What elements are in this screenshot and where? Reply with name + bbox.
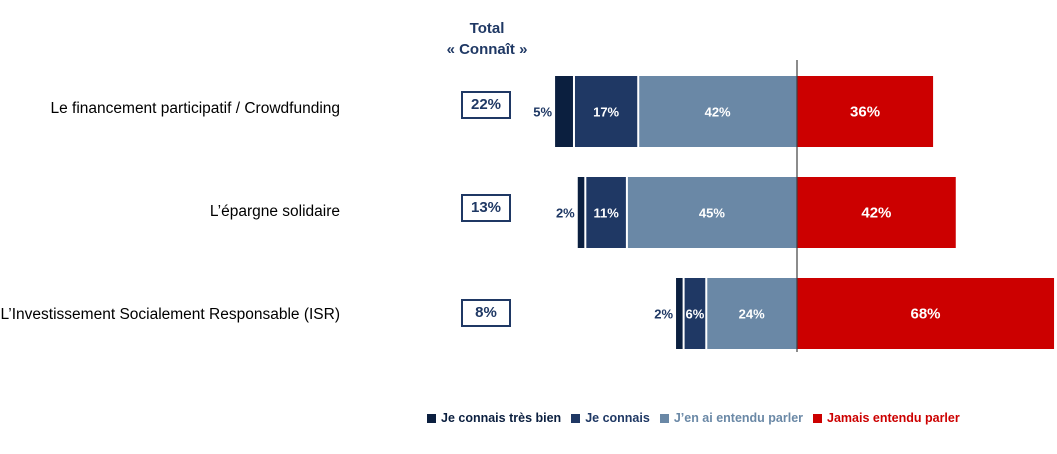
label-entendu-parler-row-0: 42% [705, 105, 731, 120]
legend-label-jamais: Jamais entendu parler [827, 411, 960, 425]
legend-swatch-jamais [813, 413, 823, 423]
label-tres-bien-row-1: 2% [556, 206, 575, 221]
legend-item-tres-bien: Je connais très bien [427, 411, 561, 425]
row-label-epargne-solidaire: L’épargne solidaire [209, 203, 340, 220]
bar-entendu-parler-row-2 [706, 278, 797, 349]
label-entendu-parler-row-2: 24% [739, 307, 765, 322]
legend-item-jamais: Jamais entendu parler [813, 411, 960, 425]
label-entendu-parler-row-1: 45% [699, 206, 725, 221]
total-box-isr: 8% [461, 299, 511, 327]
label-tres-bien-row-0: 5% [533, 105, 552, 120]
bar-je-connais-row-1 [585, 177, 627, 248]
label-tres-bien-row-2: 2% [654, 307, 673, 322]
bar-jamais-row-2 [797, 278, 1055, 349]
row-label-isr: L’Investissement Socialement Responsable… [0, 306, 340, 323]
label-jamais-row-1: 42% [861, 205, 891, 222]
row-label-crowdfunding: Le financement participatif / Crowdfundi… [50, 100, 341, 117]
label-je-connais-row-2: 6% [686, 307, 705, 322]
label-jamais-row-0: 36% [850, 104, 880, 121]
bar-jamais-row-0 [797, 76, 934, 147]
legend-item-je-connais: Je connais [571, 411, 650, 425]
bar-je-connais-row-2 [683, 278, 707, 349]
bar-entendu-parler-row-1 [626, 177, 797, 248]
total-header-line1: Total [469, 20, 505, 37]
bar-jamais-row-1 [797, 177, 956, 248]
bar-tres-bien-row-0 [555, 76, 574, 147]
legend-swatch-tres-bien [427, 413, 436, 423]
legend-label-tres-bien: Je connais très bien [441, 411, 562, 425]
bar-tres-bien-row-1 [577, 177, 586, 248]
total-box-crowdfunding: 22% [461, 91, 511, 119]
label-je-connais-row-1: 11% [593, 206, 619, 221]
legend: Je connais très bien Je connais J’en ai … [427, 411, 960, 425]
legend-swatch-entendu-parler [659, 413, 669, 423]
bar-tres-bien-row-2 [676, 278, 684, 349]
legend-label-entendu-parler: J’en ai entendu parler [673, 411, 804, 425]
total-header: Total « Connaît » [417, 18, 557, 60]
label-jamais-row-2: 68% [911, 306, 941, 323]
legend-item-entendu-parler: J’en ai entendu parler [659, 411, 804, 425]
total-box-epargne-solidaire: 13% [461, 194, 511, 222]
label-je-connais-row-0: 17% [593, 105, 619, 120]
legend-label-je-connais: Je connais [585, 411, 650, 425]
total-header-line2: « Connaît » [446, 41, 528, 58]
bar-entendu-parler-row-0 [638, 76, 797, 147]
bar-je-connais-row-0 [573, 76, 639, 147]
legend-swatch-je-connais [571, 413, 581, 423]
